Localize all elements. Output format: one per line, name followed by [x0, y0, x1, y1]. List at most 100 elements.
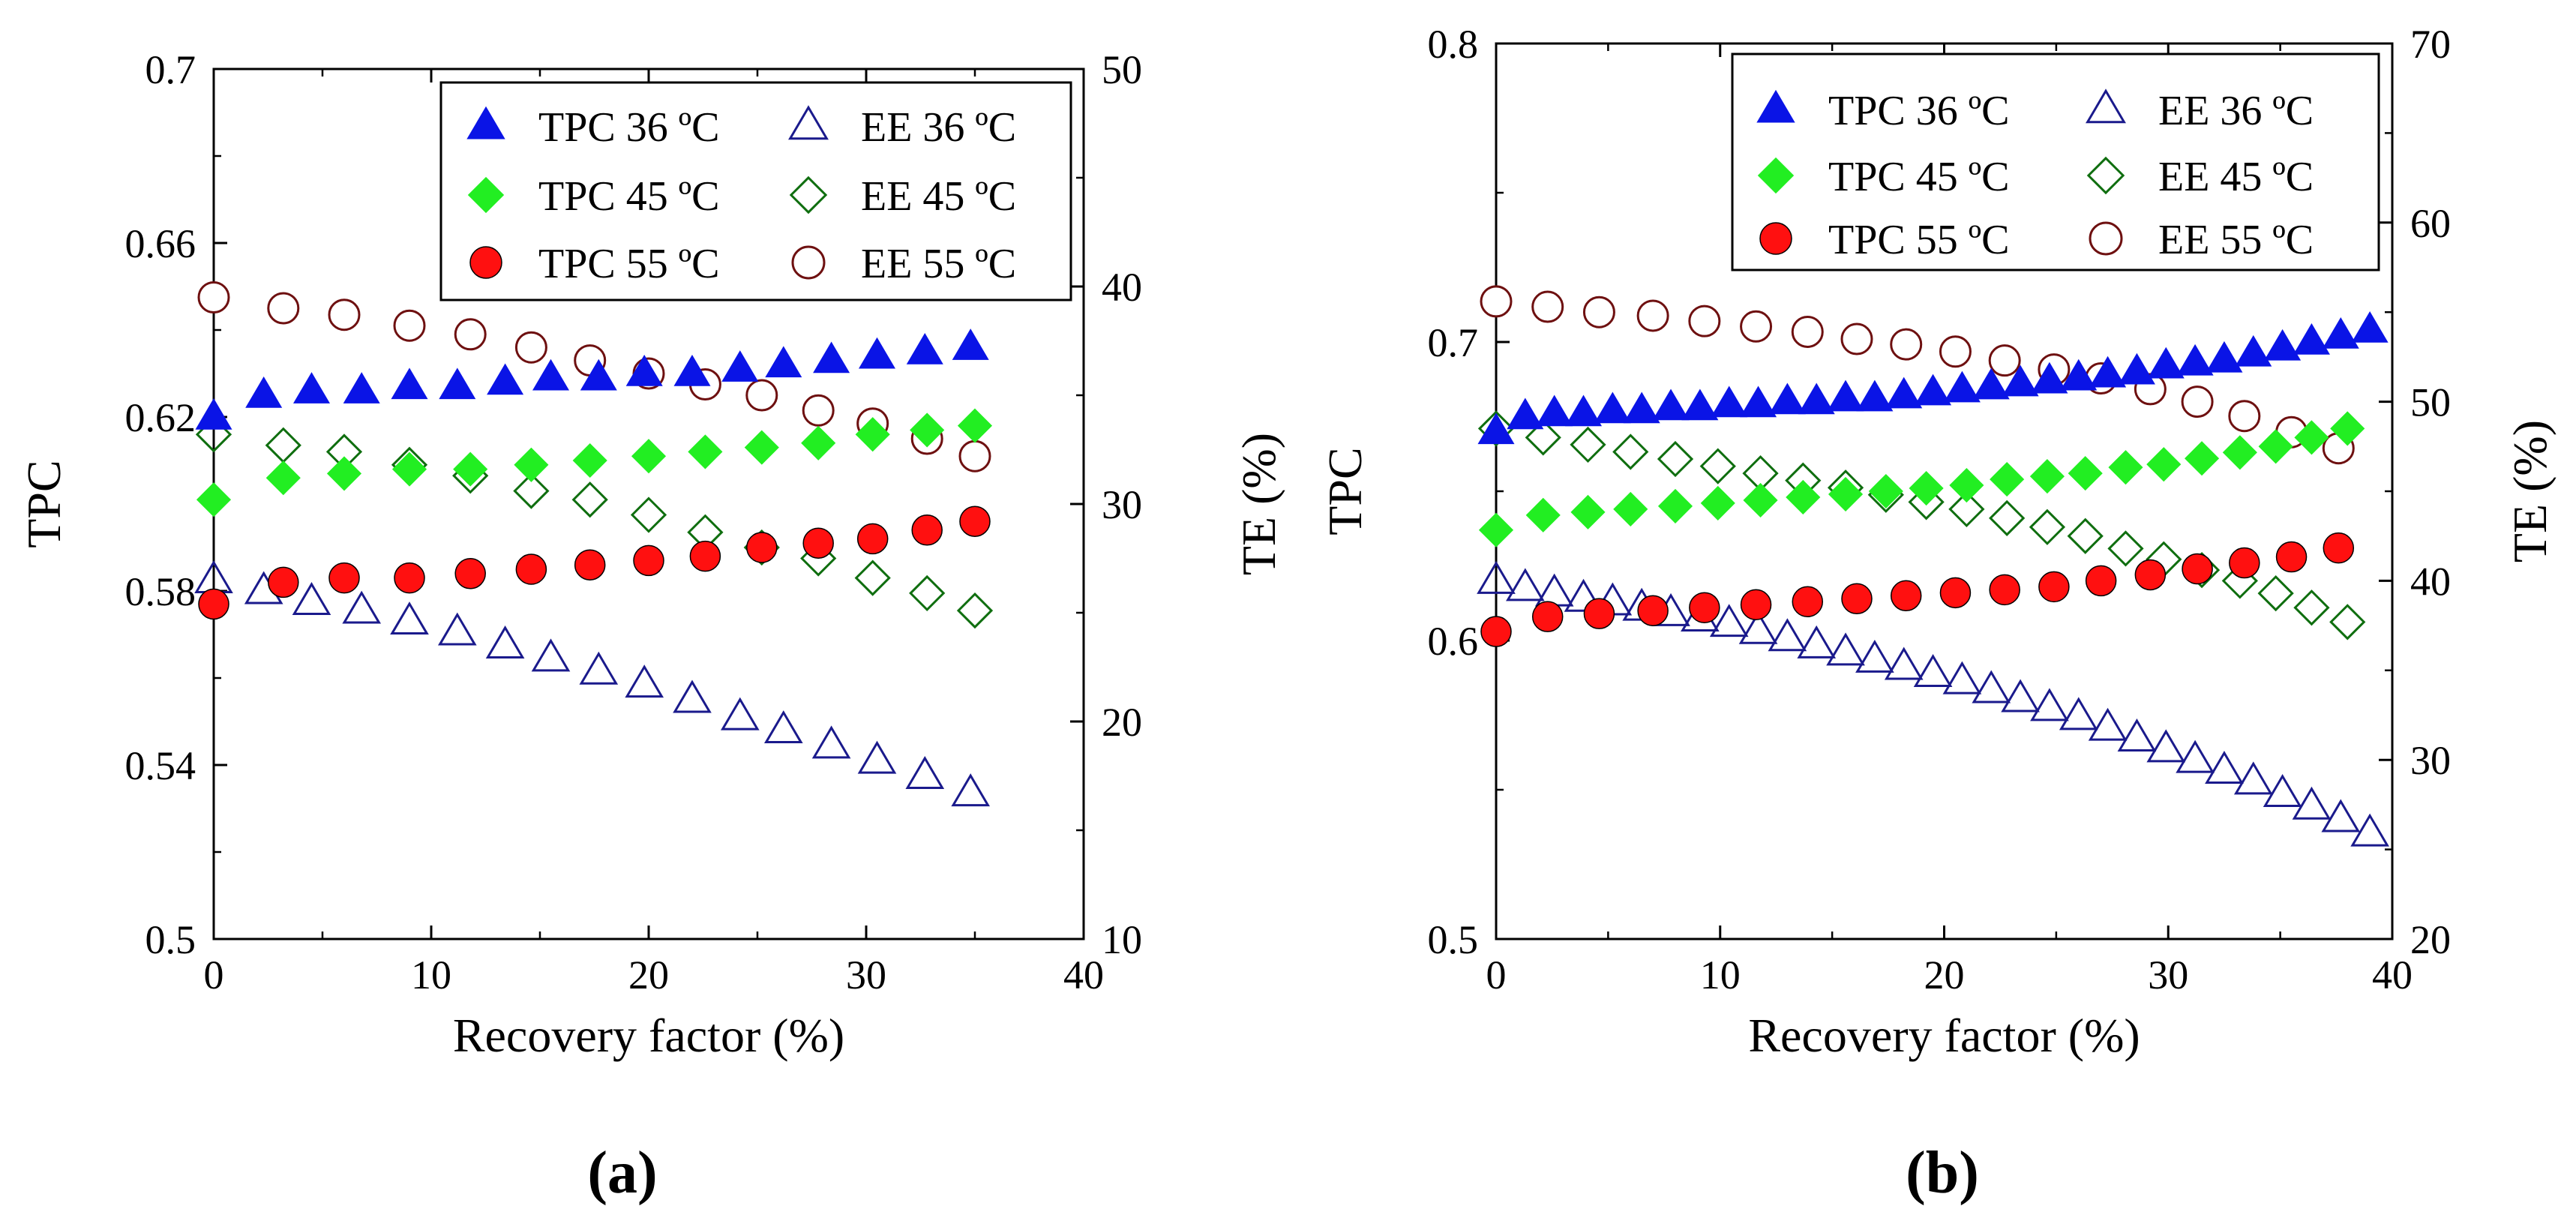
- tpc36-point: [532, 358, 570, 391]
- ee36-point: [763, 710, 803, 744]
- ee55-point: [454, 318, 487, 351]
- series-ee36: [1477, 560, 2389, 847]
- y2-tick-label: 10: [1102, 917, 1142, 962]
- x-tick-label: 10: [1700, 952, 1741, 998]
- ee45-point: [571, 482, 608, 518]
- tpc45-point: [514, 447, 549, 482]
- y2-tick-label: 60: [2410, 201, 2451, 246]
- ee55-point: [1840, 322, 1873, 356]
- tpc36-point: [2264, 328, 2302, 361]
- tpc36-point: [2089, 356, 2127, 388]
- tpc55-point: [1480, 616, 1512, 647]
- tpc55-point: [2229, 547, 2260, 579]
- tpc45-point: [2068, 456, 2103, 491]
- tpc55-point: [746, 532, 778, 563]
- x-axis-label: Recovery factor (%): [1748, 1009, 2140, 1062]
- ee45-point: [956, 592, 994, 629]
- tpc55-point: [1531, 601, 1564, 632]
- ee36-point: [2001, 679, 2040, 712]
- tpc45-point: [631, 439, 667, 474]
- y-tick-label: 0.62: [125, 395, 196, 440]
- tpc45-point: [453, 452, 488, 487]
- tpc45-point: [1743, 482, 1778, 518]
- ee36-point: [342, 590, 382, 624]
- series-tpc36: [195, 328, 989, 430]
- x-axis-label: Recovery factor (%): [453, 1009, 844, 1062]
- tpc36-point: [1681, 388, 1719, 421]
- ee36-point: [2321, 799, 2361, 832]
- series-tpc36: [1477, 311, 2389, 445]
- tpc55-point: [1740, 589, 1772, 620]
- tpc45-point: [957, 408, 993, 443]
- tpc55-point: [1689, 592, 1720, 623]
- tpc36-point: [1972, 368, 2010, 400]
- tpc45-point: [1700, 485, 1735, 520]
- ee36-point: [1738, 610, 1778, 644]
- legend-label-ee45: EE 45 ºC: [2158, 154, 2314, 200]
- tpc45-point: [196, 482, 232, 518]
- tpc45-point: [1478, 512, 1514, 548]
- tpc55-point: [1989, 574, 2020, 606]
- tpc55-point: [1583, 598, 1615, 629]
- tpc55-point: [911, 514, 943, 546]
- legend-marker-tpc45: [467, 176, 505, 214]
- ee45-point: [1948, 490, 1985, 528]
- tpc55-point: [394, 562, 425, 594]
- y-tick-label: 0.58: [125, 569, 196, 614]
- tpc36-point: [1711, 386, 1748, 418]
- y-tick-label: 0.5: [145, 917, 196, 962]
- ee55-point: [1531, 290, 1564, 323]
- tpc55-point: [1637, 595, 1669, 626]
- ee36-point: [1913, 654, 1953, 688]
- ee36-point: [1884, 646, 1924, 680]
- tpc36-point: [906, 332, 943, 364]
- tpc45-point: [1949, 467, 1984, 503]
- tpc55-point: [1939, 577, 1972, 609]
- tpc36-point: [2176, 344, 2214, 376]
- ee36-point: [390, 602, 429, 635]
- legend-marker-ee45: [2086, 156, 2125, 195]
- tpc55-point: [1890, 580, 1922, 612]
- legend-marker-tpc36: [466, 106, 505, 140]
- y2-tick-label: 20: [1102, 700, 1142, 745]
- tpc36-point: [1565, 394, 1603, 427]
- tpc45-point: [2258, 429, 2293, 464]
- x-tick-label: 40: [1063, 952, 1104, 998]
- ee36-point: [2233, 761, 2273, 795]
- tpc45-point: [2222, 435, 2257, 470]
- legend-marker-ee36: [2086, 88, 2126, 124]
- ee36-point: [2030, 688, 2069, 722]
- tpc55-point: [198, 588, 229, 620]
- ee55-point: [197, 281, 230, 314]
- ee36-point: [292, 581, 331, 615]
- tpc36-point: [2322, 316, 2359, 349]
- tpc36-point: [2147, 346, 2185, 379]
- tpc55-point: [574, 549, 606, 580]
- tpc36-point: [1507, 398, 1544, 430]
- ee45-point: [1657, 440, 1694, 478]
- tpc55-point: [689, 540, 721, 572]
- y2-tick-label: 40: [2410, 559, 2451, 604]
- tpc45-point: [801, 425, 836, 460]
- tpc36-point: [391, 368, 428, 400]
- ee36-point: [720, 697, 760, 730]
- y-tick-label: 0.6: [1428, 619, 1479, 664]
- tpc36-point: [1943, 370, 1981, 403]
- tpc36-point: [580, 358, 617, 391]
- y-tick-label: 0.7: [1428, 320, 1479, 365]
- ee55-point: [328, 298, 361, 332]
- y-tick-label: 0.7: [145, 47, 196, 92]
- tpc45-point: [1613, 491, 1648, 526]
- tpc55-point: [2085, 565, 2117, 597]
- tpc36-point: [1623, 392, 1660, 424]
- ee45-point: [1525, 419, 1561, 456]
- ee45-point: [1612, 434, 1649, 470]
- legend-label-tpc36: TPC 36 ºC: [1828, 88, 2009, 134]
- ee45-point: [1570, 426, 1606, 464]
- ee36-point: [1564, 578, 1603, 612]
- ee45-point: [909, 574, 946, 612]
- x-tick-label: 30: [846, 952, 886, 998]
- legend-label-tpc55: TPC 55 ºC: [1828, 217, 2009, 263]
- series-ee55: [1480, 285, 2355, 465]
- tpc55-point: [959, 506, 991, 537]
